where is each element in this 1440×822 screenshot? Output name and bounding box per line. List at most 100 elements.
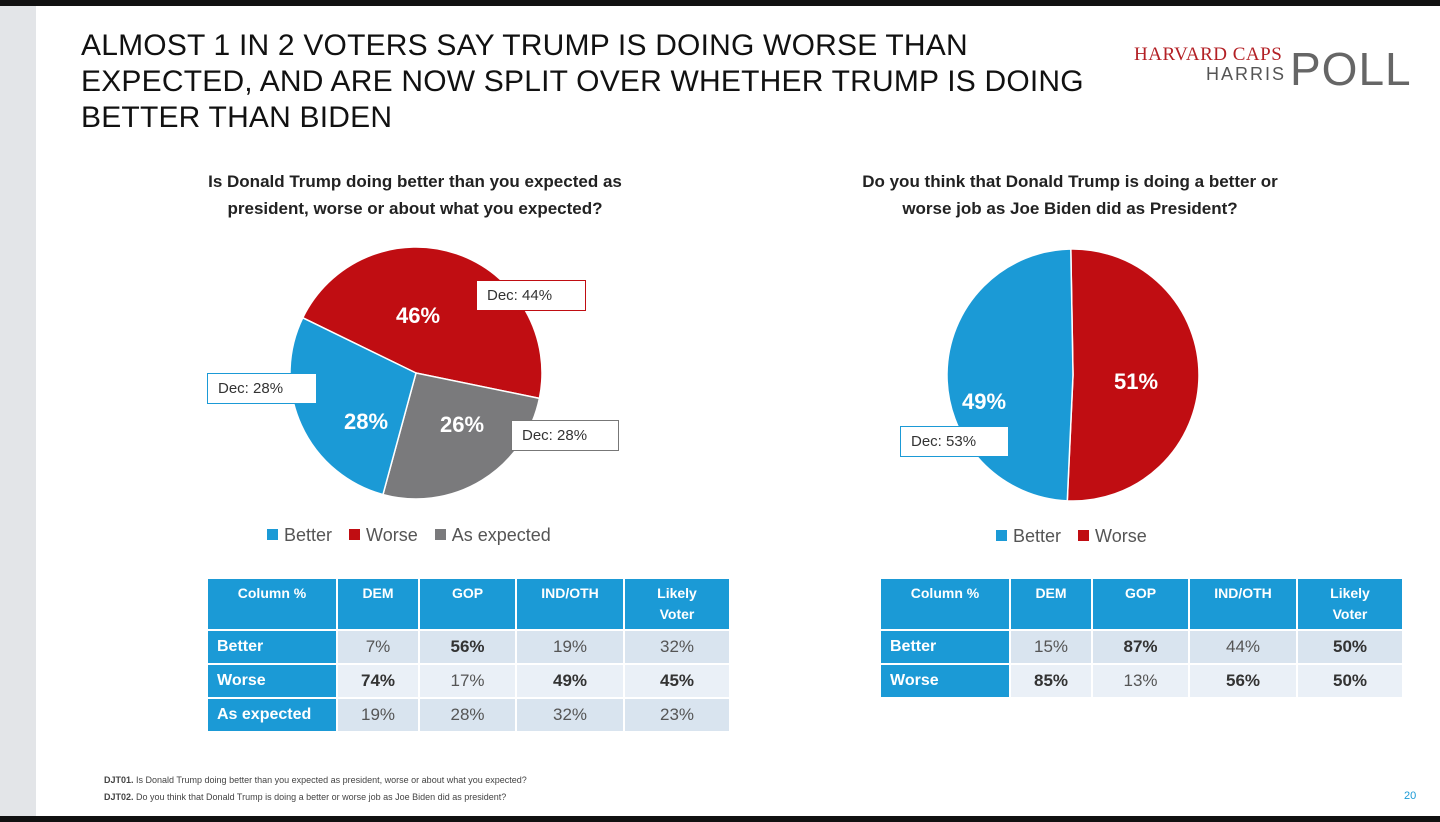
- legend-item-better: Better: [267, 525, 332, 545]
- column-header: IND/OTH: [1190, 579, 1296, 629]
- legend-label: Worse: [1095, 526, 1147, 546]
- table-cell: 23%: [625, 699, 729, 731]
- callout-better-prior: Dec: 28%: [207, 373, 317, 404]
- row-label: As expected: [208, 699, 336, 731]
- pie-slice-worse: [1066, 248, 1200, 502]
- column-header: Column %: [208, 579, 336, 629]
- legend-label: As expected: [451, 525, 551, 545]
- title-line: EXPECTED, AND ARE NOW SPLIT OVER WHETHER…: [81, 65, 1084, 98]
- table-header-row: Column % DEM GOP IND/OTH Likely Voter: [208, 579, 729, 629]
- slice-label-as-expected: 26%: [440, 412, 484, 437]
- question-1: Is Donald Trump doing better than you ex…: [140, 168, 690, 222]
- column-header-line: IND/OTH: [1214, 585, 1272, 601]
- column-header-line: DEM: [362, 585, 394, 601]
- crosstab-table-2: Column % DEM GOP IND/OTH Likely Voter Better 15…: [879, 577, 1404, 699]
- legend-item-as-expected: As expected: [434, 525, 551, 545]
- footnote-code: DJT02.: [104, 792, 134, 802]
- page-number: 20: [1404, 790, 1417, 802]
- column-header-line: DEM: [1035, 585, 1067, 601]
- left-margin-bar: [0, 6, 36, 816]
- legend-swatch: [434, 529, 446, 540]
- table-cell: 49%: [517, 665, 623, 697]
- legend-label: Better: [1013, 526, 1062, 546]
- callout-better-prior-2: Dec: 53%: [900, 426, 1009, 457]
- question-line: president, worse or about what you expec…: [227, 199, 603, 218]
- pie-slice-better: [289, 316, 417, 496]
- slice-label-better: 28%: [344, 409, 388, 434]
- column-header: Likely Voter: [625, 579, 729, 629]
- column-header: GOP: [1093, 579, 1188, 629]
- row-label: Better: [881, 631, 1009, 663]
- column-header: DEM: [1011, 579, 1091, 629]
- title-line: BETTER THAN BIDEN: [81, 101, 393, 134]
- table-cell: 56%: [420, 631, 515, 663]
- question-line: worse job as Joe Biden did as President?: [902, 199, 1238, 218]
- table-header-row: Column % DEM GOP IND/OTH Likely Voter: [881, 579, 1402, 629]
- footnote-1: DJT01. Is Donald Trump doing better than…: [104, 775, 527, 785]
- slide-title: ALMOST 1 IN 2 VOTERS SAY TRUMP IS DOING …: [81, 28, 1084, 136]
- table-cell: 56%: [1190, 665, 1296, 697]
- legend-swatch: [1078, 530, 1090, 541]
- column-header: Column %: [881, 579, 1009, 629]
- crosstab-table-1: Column % DEM GOP IND/OTH Likely Voter Better 7%…: [206, 577, 731, 733]
- question-line: Do you think that Donald Trump is doing …: [862, 172, 1278, 191]
- legend-2: Better Worse: [996, 526, 1159, 547]
- footnote-text: Do you think that Donald Trump is doing …: [133, 792, 507, 802]
- pie-chart-vs-biden: 51% 49%: [946, 248, 1200, 502]
- table-row: Better 15% 87% 44% 50%: [881, 631, 1402, 663]
- table-row: As expected 19% 28% 32% 23%: [208, 699, 729, 731]
- column-header: GOP: [420, 579, 515, 629]
- table-cell: 32%: [625, 631, 729, 663]
- question-line: Is Donald Trump doing better than you ex…: [208, 172, 622, 191]
- footnote-code: DJT01.: [104, 775, 134, 785]
- legend-1: Better Worse As expected: [267, 525, 563, 546]
- table-cell: 50%: [1298, 631, 1402, 663]
- table-cell: 32%: [517, 699, 623, 731]
- question-2: Do you think that Donald Trump is doing …: [810, 168, 1330, 222]
- table-cell: 44%: [1190, 631, 1296, 663]
- pie-slice-as-expected: [382, 372, 541, 500]
- table-cell: 50%: [1298, 665, 1402, 697]
- logo-poll: POLL: [1290, 43, 1412, 95]
- column-header-line: Column %: [237, 585, 307, 601]
- slide: ALMOST 1 IN 2 VOTERS SAY TRUMP IS DOING …: [0, 6, 1440, 816]
- table-row: Worse 74% 17% 49% 45%: [208, 665, 729, 697]
- footnote-2: DJT02. Do you think that Donald Trump is…: [104, 792, 506, 802]
- slice-label-worse: 46%: [396, 303, 440, 328]
- table-cell: 85%: [1011, 665, 1091, 697]
- column-header: DEM: [338, 579, 418, 629]
- table-cell: 45%: [625, 665, 729, 697]
- column-header-line: IND/OTH: [541, 585, 599, 601]
- legend-swatch: [349, 529, 361, 540]
- row-label: Worse: [208, 665, 336, 697]
- table-row: Worse 85% 13% 56% 50%: [881, 665, 1402, 697]
- title-line: ALMOST 1 IN 2 VOTERS SAY TRUMP IS DOING …: [81, 29, 968, 62]
- slice-label-better: 49%: [962, 389, 1006, 414]
- table-cell: 13%: [1093, 665, 1188, 697]
- legend-label: Better: [284, 525, 333, 545]
- legend-item-worse: Worse: [349, 525, 418, 545]
- table-cell: 15%: [1011, 631, 1091, 663]
- legend-swatch: [267, 529, 278, 540]
- legend-item-better: Better: [996, 526, 1061, 546]
- logo-harvard-caps: HARVARD CAPS: [1134, 44, 1283, 65]
- table-cell: 19%: [517, 631, 623, 663]
- table-cell: 19%: [338, 699, 418, 731]
- row-label: Worse: [881, 665, 1009, 697]
- column-header-line: Voter: [1332, 606, 1368, 622]
- row-label: Better: [208, 631, 336, 663]
- table-cell: 74%: [338, 665, 418, 697]
- table-cell: 17%: [420, 665, 515, 697]
- column-header-line: Column %: [910, 585, 980, 601]
- slice-label-worse: 51%: [1114, 369, 1158, 394]
- logo-harris: HARRIS: [1206, 64, 1287, 84]
- column-header: Likely Voter: [1298, 579, 1402, 629]
- column-header-line: GOP: [1124, 585, 1157, 601]
- table-cell: 7%: [338, 631, 418, 663]
- table-cell: 28%: [420, 699, 515, 731]
- callout-worse-prior: Dec: 44%: [476, 280, 586, 311]
- table-row: Better 7% 56% 19% 32%: [208, 631, 729, 663]
- legend-swatch: [996, 530, 1007, 541]
- column-header: IND/OTH: [517, 579, 623, 629]
- legend-label: Worse: [366, 525, 418, 545]
